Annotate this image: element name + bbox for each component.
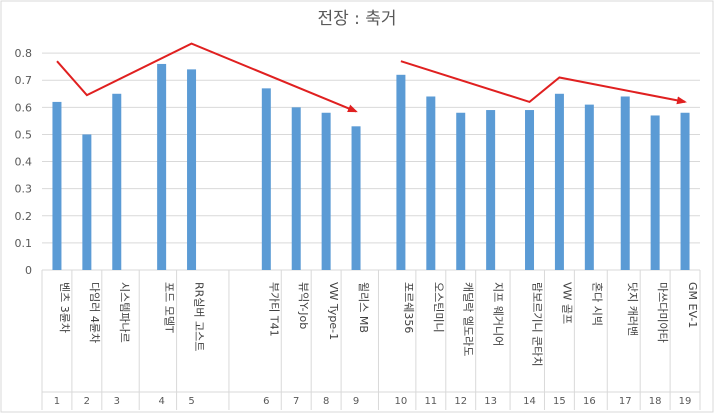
bar: [396, 74, 406, 270]
bar: [650, 115, 660, 270]
x-index-label: 3: [114, 396, 120, 407]
x-index-label: 2: [84, 396, 90, 407]
x-tick-label: 다임러 4륜차: [88, 282, 101, 343]
trend-arrows: [56, 42, 687, 113]
y-tick-label: 0.4: [15, 156, 33, 169]
x-index-label: 17: [619, 396, 632, 407]
bar: [82, 134, 92, 270]
bar: [456, 112, 466, 270]
x-tick-label: 혼다 시빅: [590, 282, 603, 326]
bar: [426, 96, 436, 270]
x-index-label: 8: [323, 396, 329, 407]
y-tick-label: 0.6: [15, 101, 33, 114]
x-index-label: 6: [263, 396, 269, 407]
bar: [187, 69, 197, 270]
y-tick-label: 0.5: [15, 128, 33, 141]
x-index-label: 15: [553, 396, 566, 407]
bar: [157, 63, 167, 271]
y-tick-label: 0.1: [15, 237, 33, 250]
x-tick-label: 캐딜락 엘도라도: [462, 282, 475, 356]
x-index-label: 19: [679, 396, 692, 407]
x-tick-label: 포드 모델T: [163, 282, 176, 333]
x-index-label: 4: [158, 396, 164, 407]
bar: [261, 88, 271, 270]
x-index-label: 5: [188, 396, 194, 407]
y-tick-label: 0.2: [15, 210, 33, 223]
bar: [584, 104, 594, 270]
x-index-label: 11: [424, 396, 437, 407]
bar: [112, 93, 122, 271]
bar: [52, 101, 62, 271]
bar: [291, 107, 301, 270]
bars: [52, 63, 690, 271]
x-tick-label: GM EV-1: [686, 282, 699, 328]
bar: [554, 93, 564, 271]
x-index-label: 12: [454, 396, 467, 407]
y-axis-ticks: 0 0.1 0.2 0.3 0.4 0.5 0.6 0.7 0.8: [15, 47, 33, 277]
y-tick-label: 0.7: [15, 74, 33, 87]
x-tick-label: VW 골프: [560, 282, 573, 324]
x-index-label: 9: [353, 396, 359, 407]
trend-arrow: [400, 60, 687, 105]
x-index-label: 7: [293, 396, 299, 407]
bar: [351, 126, 361, 270]
chart-title: 전장 : 축거: [317, 9, 396, 29]
x-tick-label: RR실버 고스트: [193, 282, 206, 351]
x-index-label: 13: [484, 396, 497, 407]
x-tick-label: 벤츠 3륜차: [58, 282, 71, 333]
x-tick-label: VW Type-1: [327, 282, 340, 340]
x-axis-labels: 벤츠 3륜차 다임러 4륜차 시스템파나르 포드 모델T RR실버 고스트 부가티 T41…: [58, 282, 699, 366]
x-tick-label: 시스템파나르: [118, 282, 131, 343]
y-tick-label: 0.8: [15, 47, 33, 60]
x-tick-label: 지프 웨거니어: [492, 282, 505, 346]
bar: [620, 96, 630, 270]
x-tick-label: 오스틴미니: [432, 282, 445, 333]
x-tick-label: 포르쉐356: [402, 282, 415, 333]
x-tick-label: 윌리스 MB: [357, 282, 370, 333]
x-index-label: 10: [395, 396, 408, 407]
y-tick-label: 0.3: [15, 183, 33, 196]
bar: [680, 112, 690, 270]
x-index-label: 14: [523, 396, 536, 407]
x-tick-label: 닷지 캐러밴: [626, 282, 639, 336]
x-tick-label: 람보르기니 쿤타치: [531, 282, 544, 366]
x-index-label: 1: [54, 396, 60, 407]
y-tick-label: 0: [25, 264, 32, 277]
bar: [486, 110, 496, 271]
bar: [525, 110, 535, 271]
bar: [321, 112, 331, 270]
x-tick-label: 뷰익Y-Job: [297, 282, 310, 329]
x-axis-indices: 1 2 3 4 5 6 7 8 9 10 11 12 13 14 15 16 17 18 19: [54, 396, 692, 407]
x-index-label: 18: [649, 396, 662, 407]
x-tick-label: 마쓰다미아타: [656, 282, 669, 343]
x-index-label: 16: [583, 396, 596, 407]
category-separators: [41, 270, 701, 410]
x-tick-label: 부가티 T41: [267, 282, 280, 337]
trend-arrow: [56, 42, 358, 113]
